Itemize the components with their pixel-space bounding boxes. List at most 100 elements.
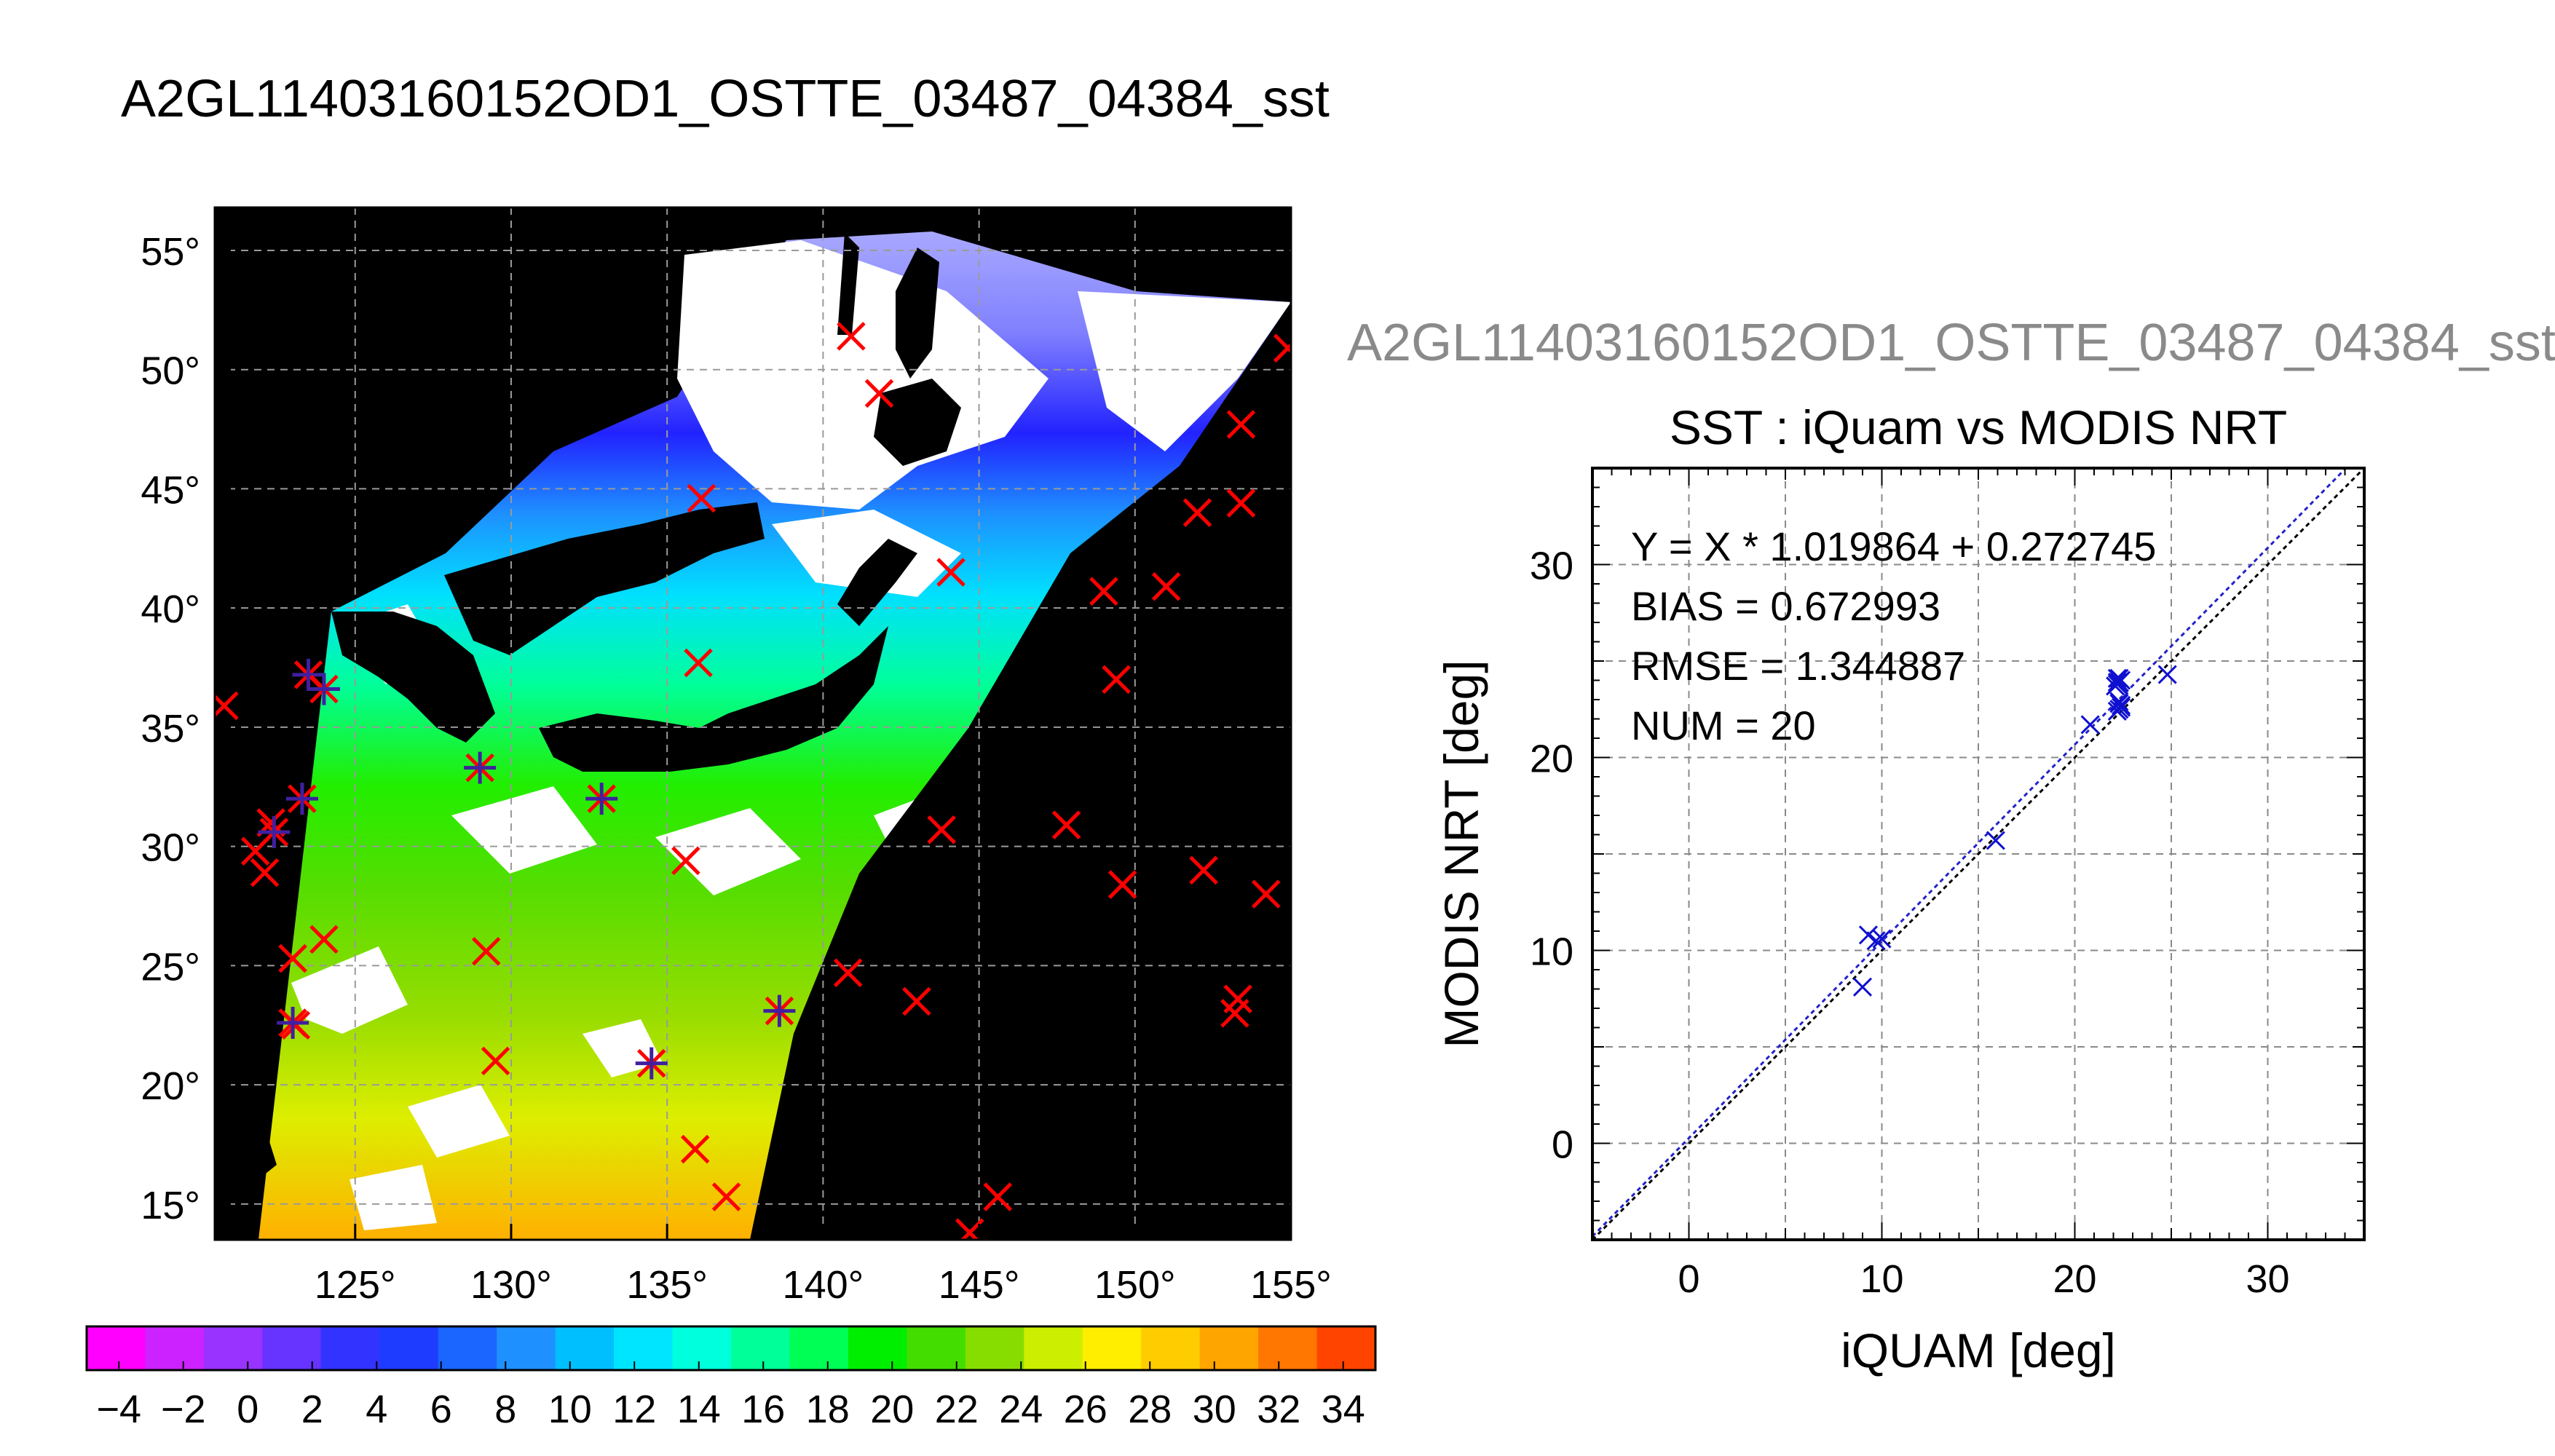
map-red-x-marker xyxy=(927,815,956,844)
colorbar-tick-label: 16 xyxy=(741,1388,785,1431)
scatter-plot: SST : iQuam vs MODIS NRT 0 10 20 300102030 … xyxy=(1434,400,2366,1377)
colorbar-cell xyxy=(203,1326,263,1370)
scatter-x-tick-label: 10 xyxy=(1860,1257,1903,1301)
marker-stroke xyxy=(481,1046,510,1076)
y-axis-title: MODIS NRT [deg] xyxy=(1434,660,1488,1048)
scatter-point xyxy=(2107,673,2127,692)
map-lon-tick-label: 140° xyxy=(783,1263,864,1307)
marker-stroke xyxy=(711,1182,741,1211)
colorbar-cell xyxy=(497,1326,556,1370)
colorbar-cell xyxy=(1199,1326,1259,1370)
marker-stroke xyxy=(864,379,894,408)
scatter-point xyxy=(2107,668,2127,688)
map-lon-tick-label: 135° xyxy=(626,1263,708,1307)
marker-stroke xyxy=(1107,870,1137,899)
map-star-marker xyxy=(258,816,291,849)
colorbar-tick-label: 28 xyxy=(1128,1388,1172,1431)
map-star-marker xyxy=(763,994,796,1027)
scatter-point xyxy=(2109,692,2129,711)
map-red-x-marker xyxy=(864,379,894,408)
point-stroke xyxy=(1852,977,1873,997)
colorbar-tick-label: 26 xyxy=(1064,1388,1107,1431)
map-lat-tick-label: 55° xyxy=(141,230,200,274)
map-red-x-marker xyxy=(711,1182,741,1211)
map-red-x-marker xyxy=(684,648,713,678)
map-red-x-marker xyxy=(837,322,866,351)
scatter-y-tick-label: 20 xyxy=(1530,737,1573,781)
num-value: NUM = 20 xyxy=(1631,703,1816,748)
scatter-point xyxy=(2157,665,2177,684)
marker-stroke xyxy=(278,943,307,973)
map-star-marker xyxy=(277,1006,309,1039)
colorbar-tick-label: 24 xyxy=(999,1388,1043,1431)
map-lon-tick-label: 155° xyxy=(1250,1263,1332,1307)
marker-stroke xyxy=(837,322,866,351)
colorbar-cell xyxy=(555,1326,615,1370)
page-title: A2GL11403160152OD1_OSTTE_03487_04384_sst xyxy=(121,70,1330,128)
map-lat-tick-label: 15° xyxy=(141,1184,200,1227)
colorbar-tick-label: −4 xyxy=(96,1388,141,1431)
map-red-x-marker xyxy=(1107,870,1137,899)
scatter-point xyxy=(1858,925,1879,945)
no-data-region xyxy=(750,302,1291,1240)
marker-stroke xyxy=(1089,577,1118,606)
colorbar-tick-label: 18 xyxy=(806,1388,850,1431)
colorbar-tick-label: 2 xyxy=(301,1388,323,1431)
colorbar-cell xyxy=(848,1326,907,1370)
map-lat-tick-label: 45° xyxy=(141,468,200,512)
map-frame xyxy=(213,206,1292,1241)
colorbar-cell xyxy=(379,1326,439,1370)
map-red-x-marker xyxy=(278,943,307,973)
colorbar-cell xyxy=(87,1326,146,1370)
colorbar-cell xyxy=(1316,1326,1376,1370)
identity-line xyxy=(1592,468,2364,1240)
marker-stroke xyxy=(1223,984,1252,1014)
point-stroke xyxy=(1986,831,2005,850)
map-red-x-marker xyxy=(902,986,931,1016)
map-lat-tick-label: 30° xyxy=(141,826,200,870)
colorbar-cell xyxy=(1082,1326,1142,1370)
map-star-marker xyxy=(585,783,618,815)
colorbar-cell xyxy=(1141,1326,1201,1370)
map-red-x-marker xyxy=(1089,577,1118,606)
map-star-marker xyxy=(307,673,340,705)
map-red-x-marker xyxy=(1102,665,1131,695)
bias-value: BIAS = 0.672993 xyxy=(1631,583,1940,629)
marker-stroke xyxy=(927,815,956,844)
colorbar-tick-label: 22 xyxy=(935,1388,979,1431)
map-red-x-marker xyxy=(680,1134,710,1164)
marker-stroke xyxy=(1182,498,1212,527)
scatter-y-tick-label: 10 xyxy=(1530,930,1573,974)
colorbar-tick-label: 34 xyxy=(1322,1388,1365,1431)
x-axis-title: iQUAM [deg] xyxy=(1841,1324,2116,1377)
colorbar-cell xyxy=(1258,1326,1318,1370)
sst-map: 125° 130° 135° 140° 145° 150° 155° 55° 50° 45° 40°… xyxy=(141,206,1332,1307)
map-red-x-marker xyxy=(1182,498,1212,527)
map-red-x-marker xyxy=(671,846,700,876)
map-lon-tick-label: 150° xyxy=(1094,1263,1176,1307)
map-lon-tick-label: 125° xyxy=(315,1263,396,1307)
scatter-x-tick-label: 20 xyxy=(2053,1257,2096,1301)
map-star-marker xyxy=(635,1047,668,1080)
map-red-x-marker xyxy=(1226,410,1256,439)
map-red-x-marker xyxy=(471,936,501,966)
colorbar-tick-label: 30 xyxy=(1193,1388,1236,1431)
scatter-y-tick-label: 0 xyxy=(1552,1123,1573,1167)
map-lon-tick-label: 130° xyxy=(470,1263,552,1307)
marker-stroke xyxy=(1189,855,1218,885)
colorbar-tick-label: −2 xyxy=(161,1388,206,1431)
colorbar-tick-label: 32 xyxy=(1257,1388,1300,1431)
map-red-x-marker xyxy=(833,958,863,987)
marker-stroke xyxy=(833,958,863,987)
map-red-x-marker xyxy=(481,1046,510,1076)
point-stroke xyxy=(1858,925,1879,945)
map-lon-tick-label: 145° xyxy=(939,1263,1020,1307)
marker-stroke xyxy=(1273,342,1291,363)
ghost-title: A2GL11403160152OD1_OSTTE_03487_04384_sst xyxy=(1347,314,2555,372)
colorbar-tick-label: 6 xyxy=(430,1388,452,1431)
marker-stroke xyxy=(1226,488,1256,518)
marker-stroke xyxy=(983,1182,1013,1211)
colorbar-tick-label: 4 xyxy=(366,1388,387,1431)
scatter-point xyxy=(2109,700,2129,719)
colorbar-cell xyxy=(145,1326,205,1370)
